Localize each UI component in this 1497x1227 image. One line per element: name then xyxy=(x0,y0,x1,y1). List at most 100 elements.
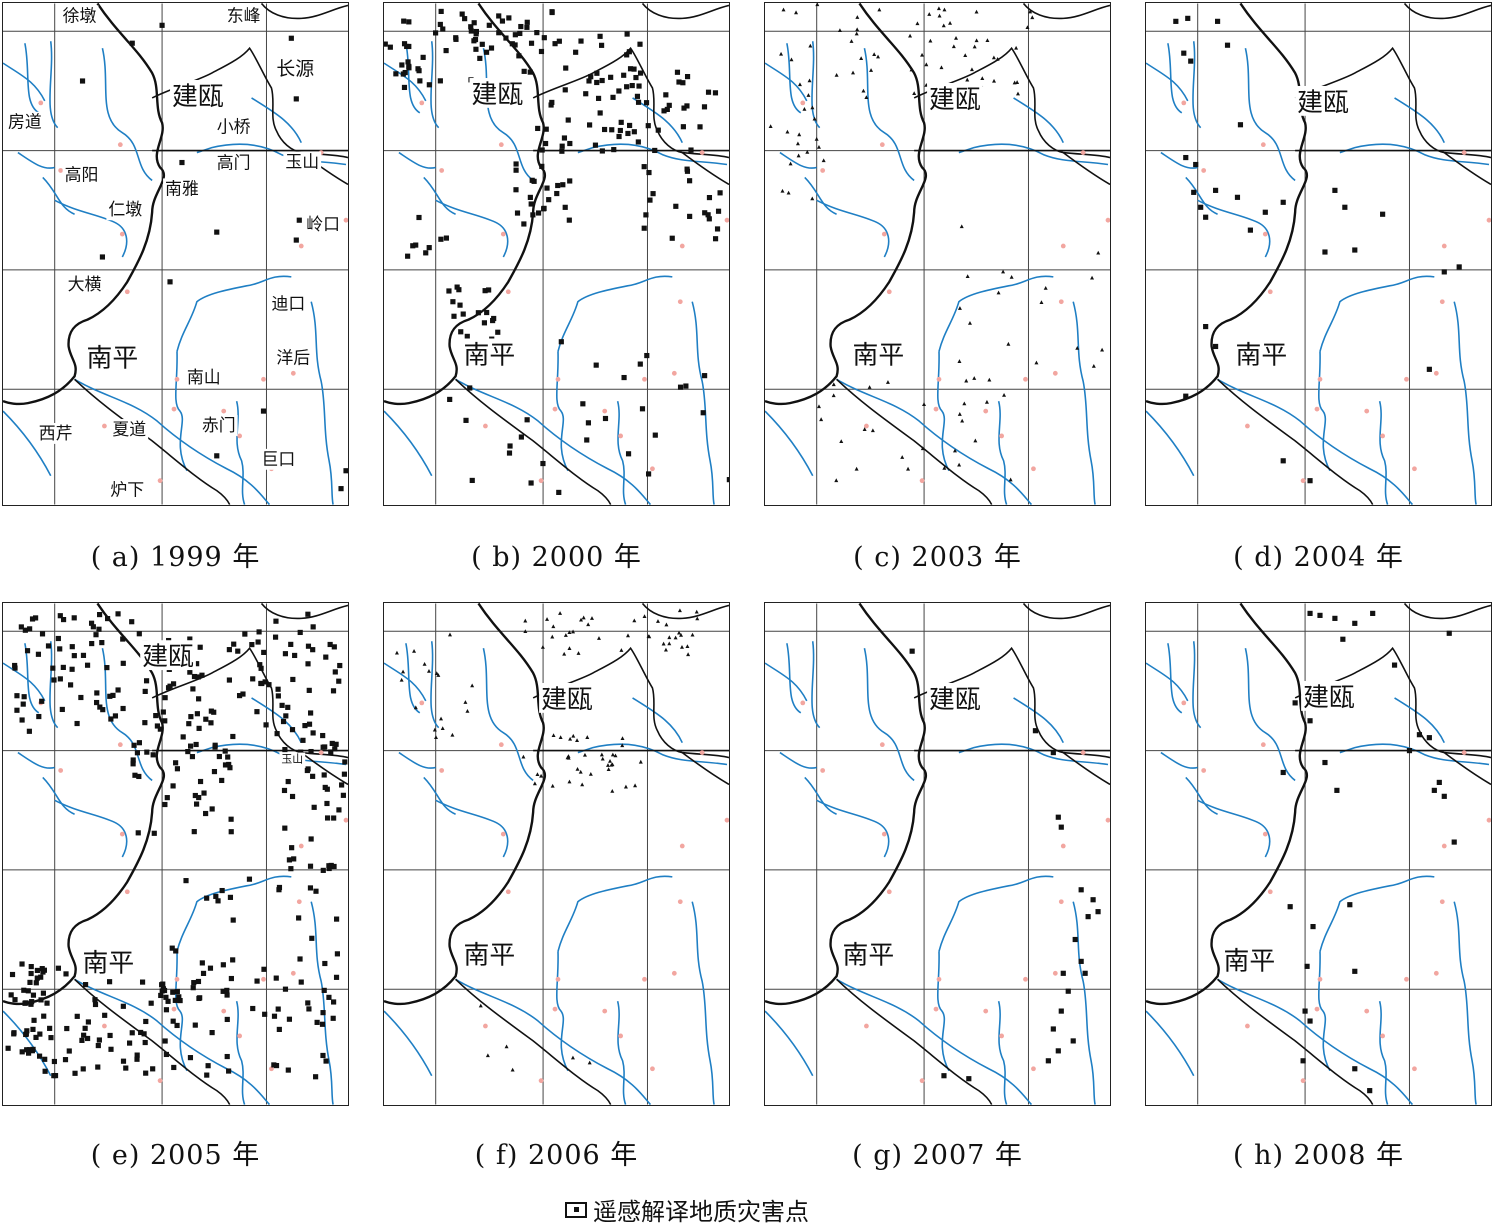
map-panel: 建瓯 南平 xyxy=(383,2,730,506)
town-marker xyxy=(1267,889,1273,895)
hazard-point xyxy=(1193,161,1199,168)
river-line xyxy=(384,662,427,702)
hazard-point xyxy=(912,91,917,96)
town-marker xyxy=(290,970,296,976)
hazard-point xyxy=(261,649,267,655)
hazard-point xyxy=(478,1003,483,1008)
hazard-point xyxy=(300,737,306,743)
hazard-point xyxy=(613,753,618,758)
hazard-point xyxy=(258,665,264,671)
hazard-point xyxy=(1237,122,1244,128)
label-backdrop xyxy=(1233,338,1290,369)
river-line xyxy=(765,1010,814,1077)
hazard-point xyxy=(637,70,644,76)
hazard-point xyxy=(1008,477,1013,482)
hazard-point xyxy=(627,66,634,72)
river-line xyxy=(1167,643,1183,714)
hazard-point xyxy=(834,72,839,77)
hazard-point xyxy=(176,994,182,1000)
hazard-point xyxy=(677,384,684,390)
town-marker xyxy=(642,976,647,982)
river-line xyxy=(691,901,715,1105)
hazard-point xyxy=(240,691,246,697)
hazard-point xyxy=(216,753,222,760)
hazard-point xyxy=(275,1006,281,1012)
town-marker xyxy=(999,433,1005,439)
hazard-point xyxy=(626,633,630,638)
hazard-point xyxy=(816,404,821,409)
hazard-point xyxy=(1224,42,1231,48)
label-backdrop xyxy=(279,752,306,768)
hazard-point xyxy=(527,69,533,75)
hazard-point xyxy=(1030,15,1035,20)
hazard-point xyxy=(623,784,628,789)
hazard-point xyxy=(57,676,63,682)
hazard-point xyxy=(57,613,63,619)
hazard-point xyxy=(159,982,165,988)
hazard-point xyxy=(529,177,535,183)
town-marker xyxy=(171,1006,177,1012)
hazard-point xyxy=(200,970,207,976)
hazard-point xyxy=(193,801,200,807)
hazard-point xyxy=(705,212,711,218)
hazard-point xyxy=(496,13,502,19)
hazard-point xyxy=(631,129,637,135)
hazard-point xyxy=(972,376,977,380)
hazard-point xyxy=(837,28,842,32)
label-backdrop xyxy=(927,682,983,713)
hazard-point xyxy=(957,412,962,416)
hazard-point xyxy=(174,766,181,772)
hazard-point xyxy=(1307,478,1313,484)
hazard-point xyxy=(485,1053,490,1058)
place-label: 东峰 xyxy=(227,5,261,25)
hazard-point xyxy=(506,15,512,21)
panel-caption: ( b) 2000 年 xyxy=(471,542,642,573)
boundary-line xyxy=(3,3,166,406)
town-marker xyxy=(886,889,892,895)
hazard-point xyxy=(677,630,682,635)
hazard-point xyxy=(652,147,658,154)
hazard-point xyxy=(726,477,729,483)
label-backdrop xyxy=(108,479,147,501)
hazard-point xyxy=(228,816,234,822)
town-marker xyxy=(237,1033,243,1039)
hazard-point xyxy=(280,718,287,725)
town-marker xyxy=(498,142,504,148)
hazard-point xyxy=(641,225,647,231)
hazard-point xyxy=(290,676,296,683)
hazard-point xyxy=(306,687,312,693)
hazard-point xyxy=(311,804,317,810)
hazard-point xyxy=(134,1052,140,1058)
hazard-point xyxy=(586,78,592,84)
hazard-point xyxy=(633,783,638,788)
hazard-point xyxy=(688,147,694,153)
hazard-point xyxy=(107,979,113,985)
town-marker xyxy=(102,423,107,429)
hazard-point xyxy=(196,696,202,702)
town-marker xyxy=(1060,843,1066,849)
hazard-point xyxy=(616,133,622,140)
hazard-point xyxy=(900,455,905,459)
hazard-point xyxy=(38,974,44,980)
town-marker xyxy=(1260,142,1266,148)
hazard-point xyxy=(331,644,337,650)
hazard-point xyxy=(36,713,42,720)
hazard-point xyxy=(401,18,407,24)
hazard-point xyxy=(246,876,253,882)
hazard-point xyxy=(661,641,666,646)
hazard-point xyxy=(170,783,176,789)
hazard-point xyxy=(582,752,587,757)
hazard-point xyxy=(35,651,42,657)
hazard-point xyxy=(60,664,66,670)
river-line xyxy=(1339,743,1490,766)
town-marker xyxy=(983,1008,989,1014)
hazard-point xyxy=(115,611,121,617)
hazard-point xyxy=(683,383,689,389)
hazard-point xyxy=(937,13,942,18)
hazard-point xyxy=(40,990,46,996)
hazard-point xyxy=(74,720,80,727)
river-line xyxy=(1146,1010,1195,1077)
hazard-point xyxy=(550,634,555,639)
label-backdrop xyxy=(461,338,518,369)
hazard-point xyxy=(304,767,310,774)
